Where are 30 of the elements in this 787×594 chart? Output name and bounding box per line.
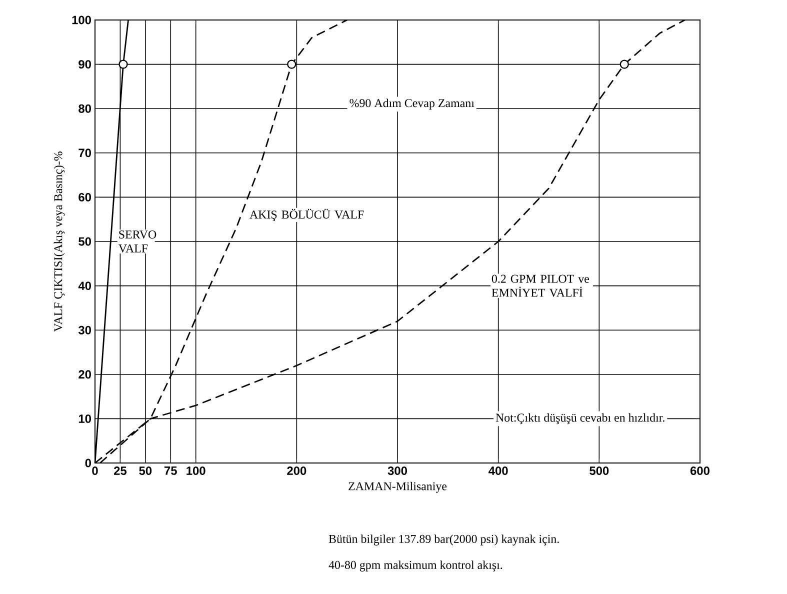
y-tick-label: 90: [78, 60, 91, 69]
y-axis-title: VALF ÇIKTISI(Akış veya Basınç)-%: [54, 152, 65, 332]
text: 40-80 gpm maksimum kontrol akışı.: [328, 560, 502, 572]
x-tick-label: 100: [186, 466, 206, 475]
x-axis-title: ZAMAN-Milisaniye: [348, 482, 447, 493]
series-label: SERVO VALF: [118, 230, 156, 253]
y-tick-label: 80: [78, 104, 91, 113]
x-tick-label: 0: [92, 466, 98, 475]
x-tick-label: 25: [114, 466, 127, 475]
series-label: AKIŞ BÖLÜCÜ VALF: [250, 208, 364, 222]
annotation: %90 Adım Cevap Zamanı: [350, 98, 474, 110]
x-tick-label: 50: [139, 466, 152, 475]
x-tick-label: 200: [287, 466, 306, 475]
x-tick-label: 600: [690, 466, 710, 475]
y-tick-label: 20: [78, 370, 91, 379]
y-tick-label: 100: [72, 16, 91, 24]
y-tick-label: 50: [78, 237, 91, 246]
y-tick-label: 30: [78, 326, 91, 334]
x-tick-label: 400: [488, 466, 508, 475]
y-tick-label: 0: [85, 458, 91, 468]
y-tick-label: 10: [78, 414, 91, 423]
series-label: 0.2 GPM PILOT ve EMNİYET VALFİ: [492, 274, 589, 297]
y-tick-label: 60: [78, 192, 91, 202]
x-tick-label: 300: [388, 466, 407, 476]
annotation: Not:Çıktı düşüşü cevabı en hızlıdır.: [496, 413, 664, 424]
x-tick-label: 500: [590, 466, 609, 475]
y-tick-label: 40: [78, 282, 91, 290]
x-tick-label: 75: [164, 466, 177, 475]
text: Bütün bilgiler 137.89 bar(2000 psi) kaynak için.: [328, 534, 559, 546]
y-tick-label: 70: [78, 148, 91, 158]
